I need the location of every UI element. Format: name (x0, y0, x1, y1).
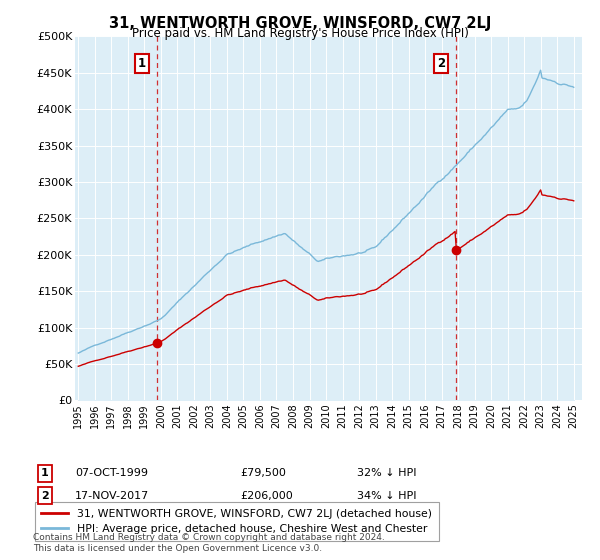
Text: 32% ↓ HPI: 32% ↓ HPI (357, 468, 416, 478)
Text: 07-OCT-1999: 07-OCT-1999 (75, 468, 148, 478)
Text: £79,500: £79,500 (240, 468, 286, 478)
Text: 2: 2 (41, 491, 49, 501)
Text: 1: 1 (138, 57, 146, 70)
Text: 31, WENTWORTH GROVE, WINSFORD, CW7 2LJ: 31, WENTWORTH GROVE, WINSFORD, CW7 2LJ (109, 16, 491, 31)
Text: 34% ↓ HPI: 34% ↓ HPI (357, 491, 416, 501)
Text: £206,000: £206,000 (240, 491, 293, 501)
Text: Contains HM Land Registry data © Crown copyright and database right 2024.
This d: Contains HM Land Registry data © Crown c… (33, 533, 385, 553)
Legend: 31, WENTWORTH GROVE, WINSFORD, CW7 2LJ (detached house), HPI: Average price, det: 31, WENTWORTH GROVE, WINSFORD, CW7 2LJ (… (35, 502, 439, 541)
Text: 2: 2 (437, 57, 445, 70)
Text: Price paid vs. HM Land Registry's House Price Index (HPI): Price paid vs. HM Land Registry's House … (131, 27, 469, 40)
Text: 17-NOV-2017: 17-NOV-2017 (75, 491, 149, 501)
Text: 1: 1 (41, 468, 49, 478)
